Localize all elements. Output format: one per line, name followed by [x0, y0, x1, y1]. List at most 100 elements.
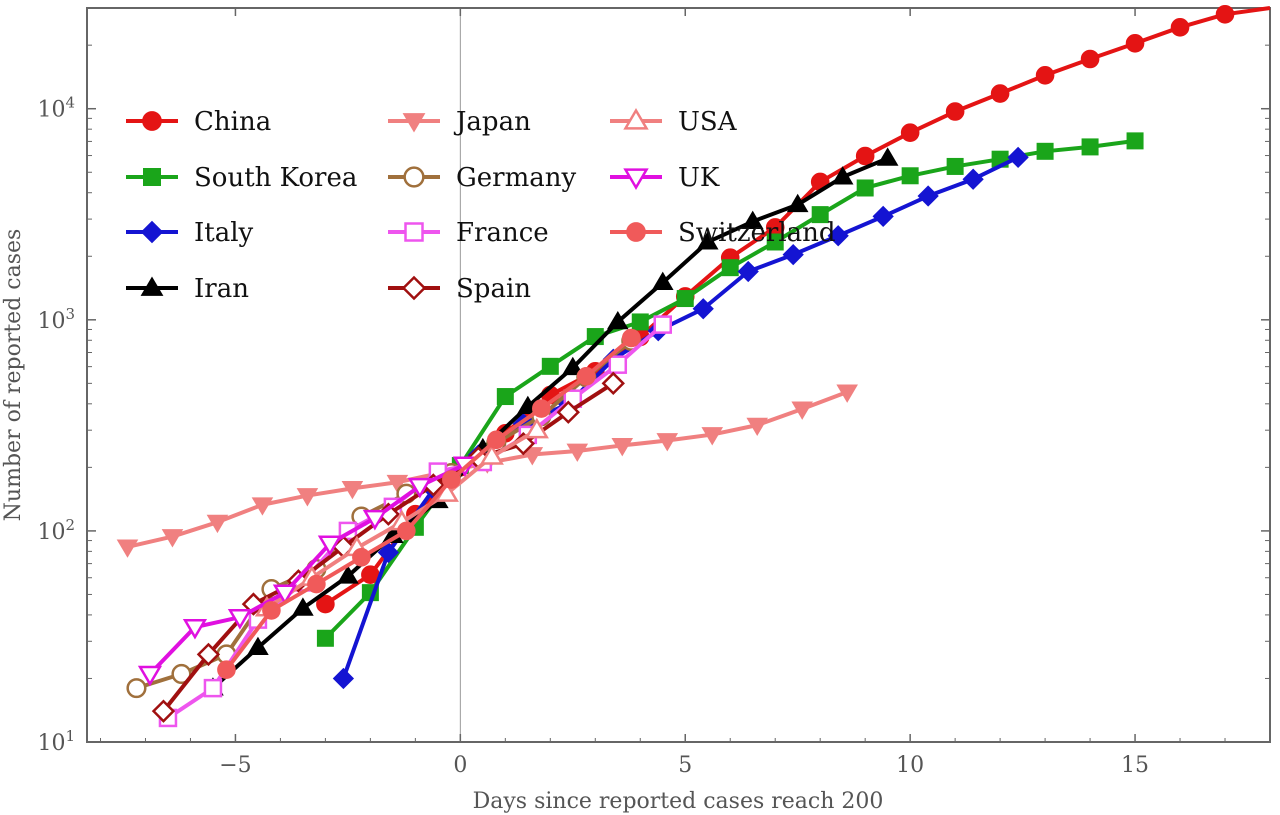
data-point-japan [341, 480, 364, 500]
data-point-south-korea [496, 388, 514, 406]
data-point-south-korea [1126, 132, 1144, 150]
data-point-china [945, 102, 965, 121]
data-point-south-korea [1081, 138, 1099, 156]
legend-label-china: China [194, 107, 271, 137]
x-tick-label: 5 [678, 753, 692, 778]
series-usa [254, 417, 549, 617]
legend-label-germany: Germany [456, 163, 576, 193]
data-point-switzerland [532, 399, 551, 418]
data-point-japan [791, 401, 813, 420]
x-tick-label: 15 [1121, 753, 1149, 778]
legend-label-south-korea: South Korea [194, 163, 357, 193]
data-point-switzerland [442, 470, 461, 489]
data-point-italy [872, 205, 894, 228]
legend-marker [140, 276, 164, 296]
data-point-spain [556, 400, 580, 424]
data-point-uk [272, 584, 298, 606]
data-point-iran [337, 565, 359, 584]
legend-label-france: France [456, 218, 549, 248]
legend-item-japan: Japan [388, 107, 531, 137]
x-tick-label: −5 [219, 753, 251, 778]
legend-item-france: France [388, 218, 549, 248]
data-point-uk [182, 618, 208, 640]
data-point-italy [827, 225, 849, 247]
legend-label-uk: UK [678, 163, 720, 193]
data-point-germany [126, 678, 147, 699]
data-point-switzerland [576, 367, 596, 386]
y-tick-label: 101 [37, 727, 75, 756]
data-point-germany [171, 663, 192, 685]
data-point-spain [196, 642, 221, 667]
data-point-uk [137, 665, 163, 687]
data-point-japan [296, 488, 319, 507]
data-point-japan [566, 443, 589, 462]
legend-item-switzerland: Switzerland [610, 218, 836, 248]
data-point-japan [701, 427, 724, 446]
data-point-south-korea [721, 259, 739, 277]
x-tick-label: 10 [896, 753, 924, 778]
series-line-switzerland [224, 336, 633, 671]
legend-item-italy: Italy [126, 218, 254, 248]
data-point-italy [1007, 146, 1029, 168]
data-point-switzerland [621, 328, 641, 348]
legend-marker [143, 168, 161, 186]
data-point-switzerland [352, 547, 371, 567]
legend-marker [142, 111, 162, 131]
data-point-italy [332, 667, 355, 690]
legend-label-spain: Spain [456, 274, 531, 304]
legend-marker [140, 220, 164, 244]
data-point-usa [524, 417, 549, 439]
data-point-france [608, 355, 628, 374]
data-point-japan [116, 539, 139, 558]
legend-item-south-korea: South Korea [126, 163, 357, 193]
data-point-france [653, 315, 673, 334]
data-point-china [855, 146, 875, 166]
data-point-iran [786, 193, 809, 213]
data-point-switzerland [217, 660, 236, 680]
data-point-japan [656, 433, 679, 452]
legend-marker [402, 113, 426, 133]
data-point-south-korea [856, 179, 874, 197]
data-point-italy [962, 168, 984, 190]
data-point-china [316, 594, 335, 614]
series-line-south-korea [323, 138, 1136, 640]
data-point-italy [782, 244, 804, 266]
data-point-uk [407, 477, 432, 499]
legend-label-iran: Iran [194, 274, 249, 304]
y-tick-label: 104 [37, 94, 75, 123]
legend-marker [401, 275, 427, 301]
data-point-uk [317, 535, 343, 557]
data-point-uk [227, 609, 253, 630]
data-point-iran [831, 166, 854, 185]
series-line-iran [211, 156, 889, 690]
y-axis-label: Number of reported cases [1, 229, 26, 522]
data-point-france [203, 678, 223, 698]
data-point-south-korea [676, 290, 694, 308]
legend-label-italy: Italy [194, 218, 254, 248]
legend-item-china: China [126, 107, 271, 137]
data-point-usa [479, 444, 504, 465]
legend-label-usa: USA [678, 107, 738, 137]
data-point-iran [292, 597, 314, 616]
legend-marker [623, 107, 649, 130]
data-point-italy [692, 298, 714, 320]
data-point-iran [741, 210, 764, 229]
data-point-china [1080, 49, 1100, 69]
legend-label-japan: Japan [453, 107, 531, 137]
data-point-south-korea [631, 313, 649, 331]
data-point-switzerland [397, 521, 416, 541]
data-point-south-korea [1036, 142, 1054, 160]
data-point-switzerland [487, 430, 506, 450]
data-point-china [1170, 18, 1190, 37]
legend-marker [403, 166, 425, 188]
data-point-japan [386, 474, 409, 494]
data-point-japan [206, 514, 229, 534]
data-point-iran [606, 310, 629, 330]
y-tick-label: 102 [37, 516, 75, 545]
data-point-italy [377, 541, 399, 564]
data-point-iran [696, 231, 719, 250]
series-line-china [324, 6, 1271, 606]
data-point-iran [562, 356, 584, 376]
legend: China South Korea Italy Iran Japan Germany Fra… [126, 107, 836, 304]
data-point-china [1125, 34, 1145, 53]
